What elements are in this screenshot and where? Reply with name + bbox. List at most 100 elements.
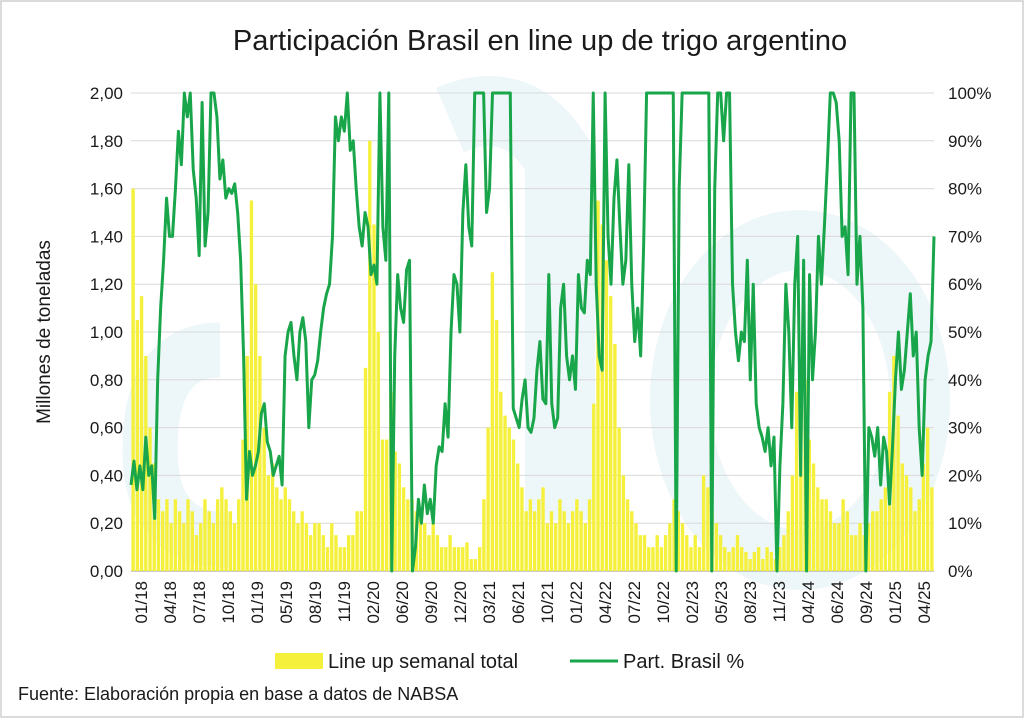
x-tick-label: 06/20 [393,581,412,624]
source-note: Fuente: Elaboración propia en base a dat… [18,684,458,704]
lineup-bar [761,559,765,571]
lineup-bar [431,523,435,571]
lineup-bar [473,559,478,571]
lineup-bar [794,391,799,571]
lineup-bar [401,487,406,571]
x-tick-label: 04/18 [161,581,180,624]
lineup-bar [756,547,761,571]
x-tick-label: 05/19 [277,581,296,624]
left-tick-label: 1,60 [90,180,123,199]
left-axis-ticks: 0,00 0,20 0,40 0,60 0,80 1,00 1,20 1,40 1,60 1,80… [90,84,123,581]
right-tick-label: 40% [948,371,982,390]
lineup-bar [558,499,562,571]
lineup-bar [609,296,613,571]
lineup-bar [575,499,579,571]
lineup-bar [778,547,782,571]
line-series [129,91,936,573]
lineup-bar [524,511,528,571]
x-tick-label: 04/22 [596,581,615,624]
lineup-bar [600,224,604,571]
x-tick-label: 01/19 [248,581,267,624]
lineup-bar [308,535,313,571]
lineup-bar [634,523,638,571]
lineup-bar [528,499,533,571]
lineup-bar [237,499,241,571]
lineup-bar [520,487,524,571]
x-tick-label: 04/24 [799,581,818,624]
lineup-bar [258,355,262,571]
right-axis-ticks: 0% 10% 20% 30% 40% 50% 60% 70% 80% 90% 100% [948,84,991,581]
lineup-bar [376,332,380,571]
right-tick-label: 30% [948,419,982,438]
left-tick-label: 1,00 [90,323,123,342]
lineup-bar [832,523,837,571]
left-tick-label: 0,00 [90,562,123,581]
lineup-bar [439,547,444,571]
x-tick-label: 07/18 [190,581,209,624]
lineup-bar [638,535,642,571]
lineup-bar [676,511,680,571]
lineup-bar [330,523,334,571]
lineup-bar [211,523,216,571]
x-tick-label: 06/21 [509,581,528,624]
lineup-bar [190,511,194,571]
lineup-bar [655,535,659,571]
x-tick-label: 01/22 [567,581,586,624]
x-tick-label: 06/24 [828,581,847,624]
lineup-bar [220,487,224,571]
lineup-bar [385,439,389,571]
lineup-bar [871,511,875,571]
brasil-share-line [129,91,936,573]
lineup-bar [253,284,258,571]
lineup-bar [925,427,930,571]
lineup-bar [380,439,385,571]
lineup-bar [516,463,520,571]
lineup-bar [503,415,507,571]
lineup-bar [207,511,211,571]
lineup-bar [854,535,858,571]
x-tick-label: 05/23 [712,581,731,624]
lineup-bar [701,475,706,571]
lineup-bar [909,487,913,571]
lineup-bar [287,499,292,571]
lineup-bar [511,439,516,571]
lineup-bar [228,511,233,571]
lineup-bar [896,415,900,571]
lineup-bar [545,523,549,571]
lineup-bar [892,355,896,571]
lineup-bar [186,499,190,571]
lineup-bar [418,511,423,571]
lineup-bar [300,511,304,571]
lineup-bar [604,260,609,571]
lineup-bar [596,200,600,572]
x-tick-label: 10/21 [538,581,557,624]
lineup-bar [879,499,883,571]
lineup-bar [452,547,456,571]
lineup-bar [313,523,317,571]
right-tick-label: 80% [948,180,982,199]
right-tick-label: 70% [948,227,982,246]
legend-line-label: Part. Brasil % [623,651,744,673]
lineup-bar [697,547,702,571]
legend-bar-swatch [275,653,323,669]
lineup-bar [532,511,537,571]
lineup-bar [816,487,820,571]
lineup-bar [642,535,647,571]
x-tick-label: 10/22 [654,581,673,624]
x-tick-label: 08/23 [741,581,760,624]
lineup-bar [685,535,689,571]
lineup-bar [283,487,287,571]
lineup-bar [883,487,888,571]
lineup-bar [448,535,452,571]
lineup-bar [363,367,368,571]
lineup-bar [490,272,495,571]
lineup-bar [215,499,220,571]
x-tick-label: 02/20 [364,581,383,624]
lineup-bar [435,535,440,571]
lineup-bar [275,487,279,571]
lineup-bar [583,523,588,571]
lineup-bar [477,547,482,571]
lineup-bar [706,487,710,571]
lineup-bar [279,499,283,571]
